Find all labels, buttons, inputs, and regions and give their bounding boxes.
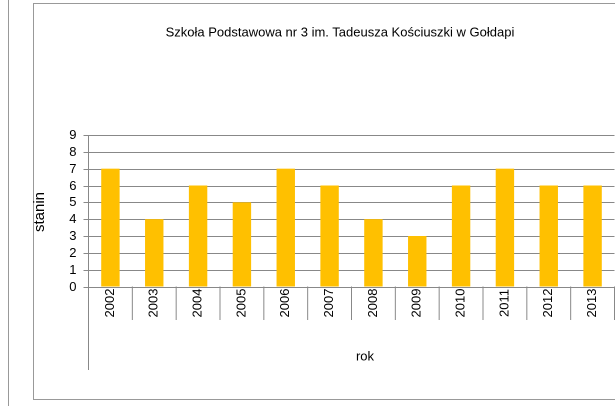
x-tick-label: 2007 (321, 289, 336, 318)
y-tick-label: 5 (69, 194, 76, 209)
x-tick-label: 2005 (233, 289, 248, 318)
bar (101, 168, 120, 287)
chart-frame (33, 3, 615, 400)
x-tick-label: 2002 (102, 289, 117, 318)
x-tick-label: 2003 (146, 289, 161, 318)
chart-title: Szkoła Podstawowa nr 3 im. Tadeusza Kośc… (166, 24, 515, 39)
bar (276, 168, 295, 287)
y-axis-label: stanin (31, 192, 48, 232)
y-tick-label: 6 (69, 178, 76, 193)
bar (145, 219, 164, 287)
x-tick-label: 2010 (453, 289, 468, 318)
bar (232, 202, 252, 287)
bar (364, 219, 383, 287)
y-tick-label: 7 (69, 161, 76, 176)
y-tick-label: 3 (69, 228, 76, 243)
x-axis-label: rok (356, 348, 375, 363)
x-tick-label: 2011 (496, 289, 511, 317)
x-tick-label: 2004 (190, 289, 205, 318)
y-tick-label: 2 (69, 245, 76, 260)
y-tick-label: 9 (69, 127, 76, 142)
bar (495, 168, 515, 287)
y-tick-label: 1 (69, 262, 76, 277)
x-tick-label: 2008 (365, 289, 380, 318)
x-tick-label: 2013 (584, 289, 599, 318)
bar (539, 185, 558, 287)
y-tick-label: 8 (69, 144, 76, 159)
bar (408, 236, 427, 287)
x-tick-label: 2012 (540, 289, 555, 318)
bar (451, 185, 471, 287)
x-tick-label: 2009 (409, 289, 424, 318)
x-tick-label: 2006 (277, 289, 292, 318)
bar (320, 185, 339, 287)
bar (583, 185, 602, 287)
y-tick-label: 4 (69, 211, 76, 226)
y-tick-label: 0 (69, 279, 76, 294)
bar (188, 185, 208, 287)
